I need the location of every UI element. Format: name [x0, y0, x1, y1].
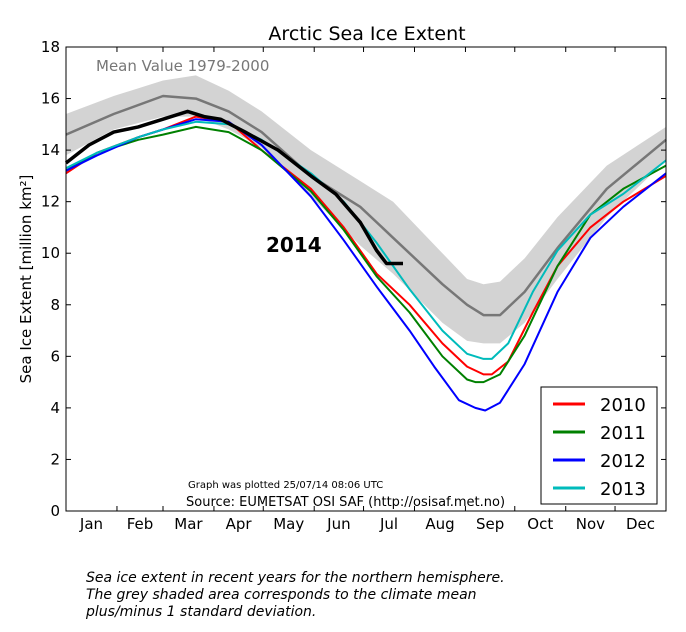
- series-line-2013: [65, 120, 667, 360]
- y-tick-label: 4: [50, 399, 60, 417]
- y-tick-label: 16: [41, 90, 60, 108]
- x-tick-label: Nov: [576, 515, 605, 533]
- legend-label-2013: 2013: [600, 479, 646, 500]
- chart-title: Arctic Sea Ice Extent: [268, 23, 465, 45]
- x-tick-label: Jul: [379, 515, 398, 533]
- y-axis: 0 2 4 6 8 10 12 14 16 18: [41, 38, 666, 520]
- x-tick-label: Jan: [79, 515, 103, 533]
- legend-label-2011: 2011: [600, 423, 646, 444]
- caption-line: plus/minus 1 standard deviation.: [86, 604, 317, 620]
- x-tick-label: Dec: [626, 515, 655, 533]
- std-band: [66, 75, 666, 344]
- legend-box: [540, 386, 658, 505]
- legend: 2010 2011 2012 2013: [540, 386, 658, 505]
- x-axis: Jan Feb Mar Apr May Jun Jul Aug Sep Oct Nov Dec: [65, 47, 667, 533]
- legend-label-2010: 2010: [600, 395, 646, 416]
- y-tick-label: 14: [41, 141, 60, 159]
- caption: Sea ice extent in recent years for the n…: [86, 570, 646, 621]
- year-2014-label: 2014: [266, 233, 322, 257]
- plot-frame: [65, 46, 667, 512]
- x-tick-label: Jun: [326, 515, 350, 533]
- mean-line: [65, 94, 667, 317]
- y-tick-label: 8: [50, 296, 60, 314]
- y-tick-label: 10: [41, 244, 60, 262]
- caption-line: Sea ice extent in recent years for the n…: [86, 570, 505, 586]
- x-tick-label: Oct: [527, 515, 553, 533]
- y-tick-label: 12: [41, 193, 60, 211]
- sea-ice-chart: Arctic Sea Ice Extent 0 2 4 6 8 10 12 14 16 18 Ja…: [17, 23, 667, 533]
- series-layer: [64, 94, 667, 412]
- y-tick-label: 2: [50, 450, 60, 468]
- caption-line: The grey shaded area corresponds to the …: [86, 587, 477, 603]
- series-line-2011: [65, 125, 667, 384]
- x-tick-label: May: [273, 515, 304, 533]
- y-axis-label: Sea Ice Extent [million km²]: [17, 175, 35, 384]
- mean-label: Mean Value 1979-2000: [96, 57, 269, 75]
- source-note: Source: EUMETSAT OSI SAF (http://osisaf.…: [186, 495, 505, 510]
- plotted-note: Graph was plotted 25/07/14 08:06 UTC: [188, 480, 383, 491]
- y-tick-label: 18: [41, 38, 60, 56]
- y-tick-label: 6: [50, 347, 60, 365]
- y-tick-label: 0: [50, 502, 60, 520]
- x-tick-label: Mar: [174, 515, 203, 533]
- std-band-layer: [66, 75, 666, 344]
- series-line-2012: [65, 118, 667, 412]
- legend-label-2012: 2012: [600, 451, 646, 472]
- legend-items: 2010 2011 2012 2013: [553, 395, 646, 500]
- x-tick-label: Apr: [226, 515, 253, 533]
- x-tick-label: Aug: [425, 515, 454, 533]
- x-tick-label: Sep: [476, 515, 504, 533]
- series-line-2014: [64, 109, 403, 266]
- x-tick-label: Feb: [127, 515, 154, 533]
